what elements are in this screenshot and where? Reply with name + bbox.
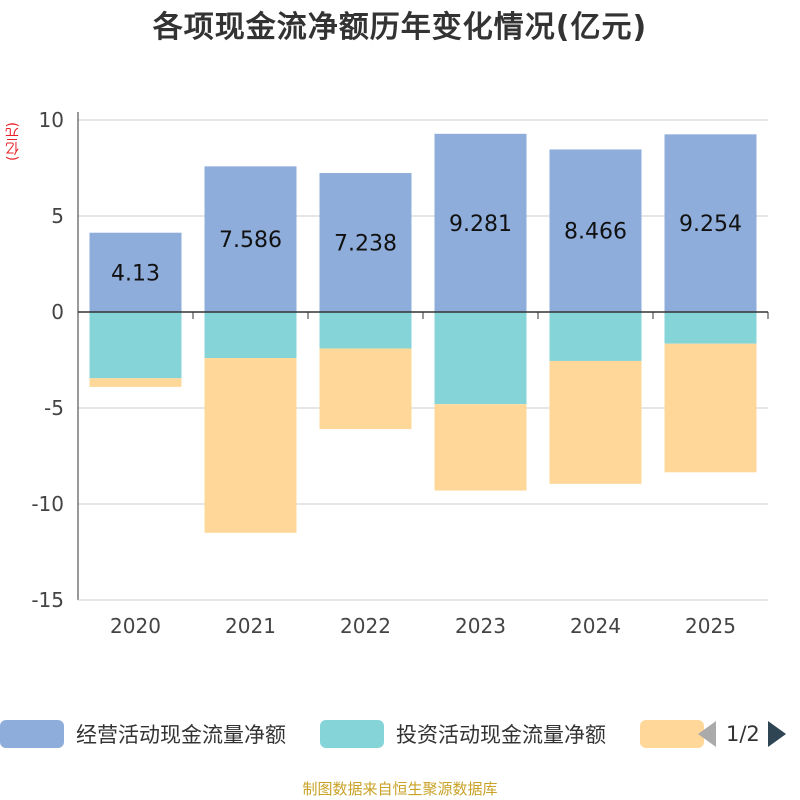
x-tick-label: 2020 [110, 614, 161, 638]
data-source-note: 制图数据来自恒生聚源数据库 [302, 780, 498, 798]
y-tick-label: 10 [39, 108, 64, 132]
legend-item-investing[interactable]: 投资活动现金流量净额 [320, 714, 606, 754]
chart-title: 各项现金流净额历年变化情况(亿元) [152, 10, 648, 45]
y-tick-label: -15 [31, 588, 64, 612]
data-label-2024: 8.466 [564, 220, 627, 245]
bar-2021-series-2 [204, 312, 297, 359]
bar-2024-series-3 [549, 360, 642, 484]
y-tick-label: -5 [44, 396, 64, 420]
legend-label-investing: 投资活动现金流量净额 [396, 723, 606, 747]
y-tick-label: 5 [51, 204, 64, 228]
legend-label-operating: 经营活动现金流量净额 [76, 723, 286, 747]
bar-2024-series-2 [549, 312, 642, 361]
legend-prev-page-icon[interactable] [698, 721, 716, 747]
data-label-2025: 9.254 [679, 212, 742, 237]
legend-item-operating[interactable]: 经营活动现金流量净额 [0, 714, 286, 754]
bar-2020-series-3 [89, 378, 182, 387]
bar-2025-series-2 [664, 312, 757, 344]
bar-2022-series-2 [319, 312, 412, 349]
legend-page-indicator: 1/2 [726, 722, 760, 746]
bar-2021-series-3 [204, 358, 297, 533]
axes: 10 5 0 -5 -10 -15 2020 2021 2022 2023 2024 2025 [31, 108, 769, 638]
y-tick-label: 0 [51, 300, 64, 324]
y-tick-label: -10 [31, 492, 64, 516]
bar-2023-series-2 [434, 312, 527, 405]
legend: 经营活动现金流量净额 投资活动现金流量净额 1/2 [0, 714, 800, 754]
bar-2024-series-1 [549, 149, 642, 312]
legend-swatch-investing [320, 720, 384, 748]
data-label-2021: 7.586 [219, 228, 282, 253]
legend-pager: 1/2 [698, 714, 786, 754]
x-tick-label: 2025 [685, 614, 736, 638]
legend-item-financing[interactable] [640, 714, 704, 754]
legend-swatch-operating [0, 720, 64, 748]
bar-2025-series-1 [664, 134, 757, 312]
x-tick-label: 2022 [340, 614, 391, 638]
bars [89, 133, 757, 533]
x-tick-label: 2023 [455, 614, 506, 638]
bar-2020-series-1 [89, 232, 182, 312]
bar-2025-series-3 [664, 343, 757, 473]
bar-2021-series-1 [204, 166, 297, 312]
chart-plot-area: 10 5 0 -5 -10 -15 2020 2021 2022 2023 2024 2025 4.1… [31, 108, 769, 638]
data-labels: 4.13 7.586 7.238 9.281 8.466 9.254 [111, 212, 742, 286]
data-label-2023: 9.281 [449, 212, 512, 237]
x-tick-label: 2021 [225, 614, 276, 638]
data-label-2020: 4.13 [111, 261, 160, 286]
data-label-2022: 7.238 [334, 232, 397, 257]
x-tick-label: 2024 [570, 614, 621, 638]
bar-2022-series-1 [319, 173, 412, 312]
bar-2023-series-3 [434, 404, 527, 491]
bar-2023-series-1 [434, 133, 527, 312]
bar-2022-series-3 [319, 348, 412, 430]
legend-swatch-financing [640, 720, 704, 748]
legend-next-page-icon[interactable] [767, 721, 786, 747]
grid-lines [78, 119, 768, 601]
bar-2020-series-2 [89, 312, 182, 379]
